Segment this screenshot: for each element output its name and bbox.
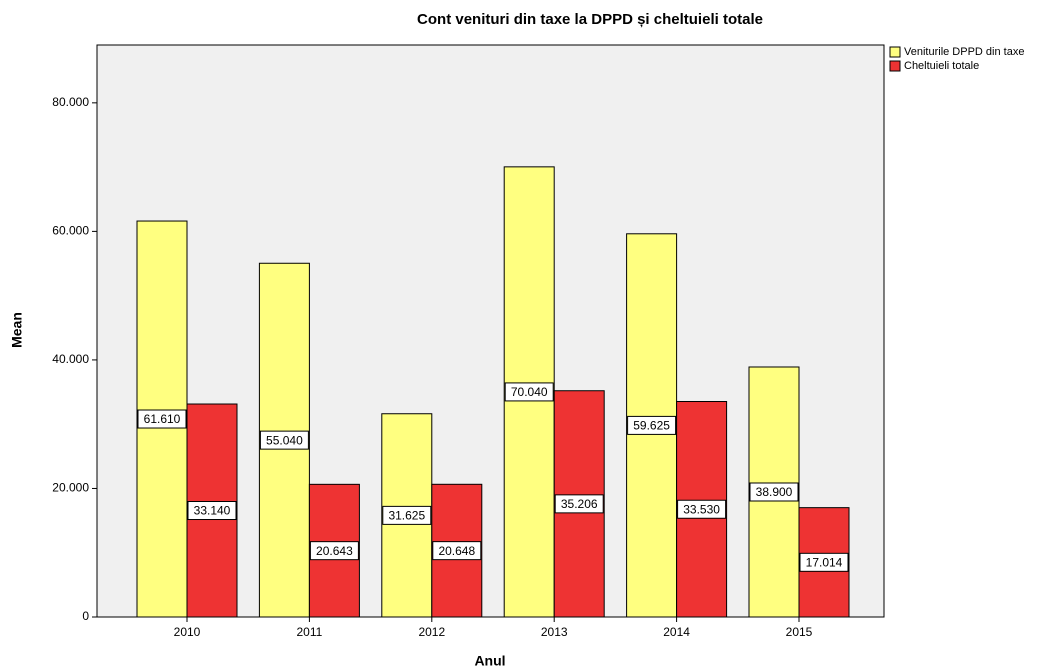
value-label-box: [799, 552, 849, 572]
value-label: 33.530: [683, 502, 720, 516]
value-label: 35.206: [561, 497, 598, 511]
value-label-box: [504, 382, 554, 402]
value-label: 59.625: [633, 419, 670, 433]
value-label: 33.140: [194, 504, 231, 518]
value-label: 20.643: [316, 544, 353, 558]
value-label: 61.610: [144, 412, 181, 426]
y-tick-label: 20.000: [52, 481, 89, 495]
x-tick-label: 2013: [541, 625, 568, 639]
x-tick-label: 2010: [174, 625, 201, 639]
value-label-box: [627, 415, 677, 435]
y-tick-label: 80.000: [52, 95, 89, 109]
value-label: 31.625: [388, 509, 425, 523]
x-tick-label: 2014: [663, 625, 690, 639]
legend-label: Cheltuieli totale: [904, 60, 979, 72]
x-tick-label: 2012: [418, 625, 445, 639]
legend-swatch: [889, 60, 901, 72]
value-label: 17.014: [806, 555, 843, 569]
value-label-box: [187, 501, 237, 521]
x-tick-label: 2011: [296, 625, 322, 639]
y-tick-label: 0: [82, 609, 89, 623]
value-label-box: [309, 541, 359, 561]
legend-label: Veniturile DPPD din taxe: [904, 46, 1024, 58]
value-label-box: [259, 430, 309, 450]
y-axis-title: Mean: [9, 312, 25, 348]
value-label-box: [554, 494, 604, 514]
chart-title: Cont venituri din taxe la DPPD și cheltu…: [417, 11, 763, 28]
x-tick-label: 2015: [786, 625, 813, 639]
value-label-box: [137, 409, 187, 429]
value-label: 55.040: [266, 433, 303, 447]
y-tick-label: 60.000: [52, 224, 89, 238]
value-label-box: [432, 541, 482, 561]
value-label: 70.040: [511, 385, 548, 399]
x-axis-title: Anul: [474, 653, 505, 669]
value-label: 20.648: [438, 544, 475, 558]
y-tick-label: 40.000: [52, 352, 89, 366]
value-label: 38.900: [756, 485, 793, 499]
value-label-box: [677, 499, 727, 519]
value-label-box: [749, 482, 799, 502]
legend-swatch: [889, 46, 901, 58]
value-label-box: [382, 505, 432, 525]
